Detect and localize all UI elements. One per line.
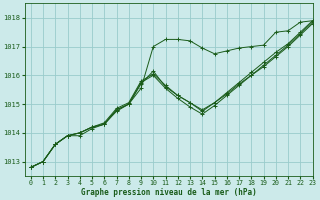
X-axis label: Graphe pression niveau de la mer (hPa): Graphe pression niveau de la mer (hPa) <box>81 188 256 197</box>
